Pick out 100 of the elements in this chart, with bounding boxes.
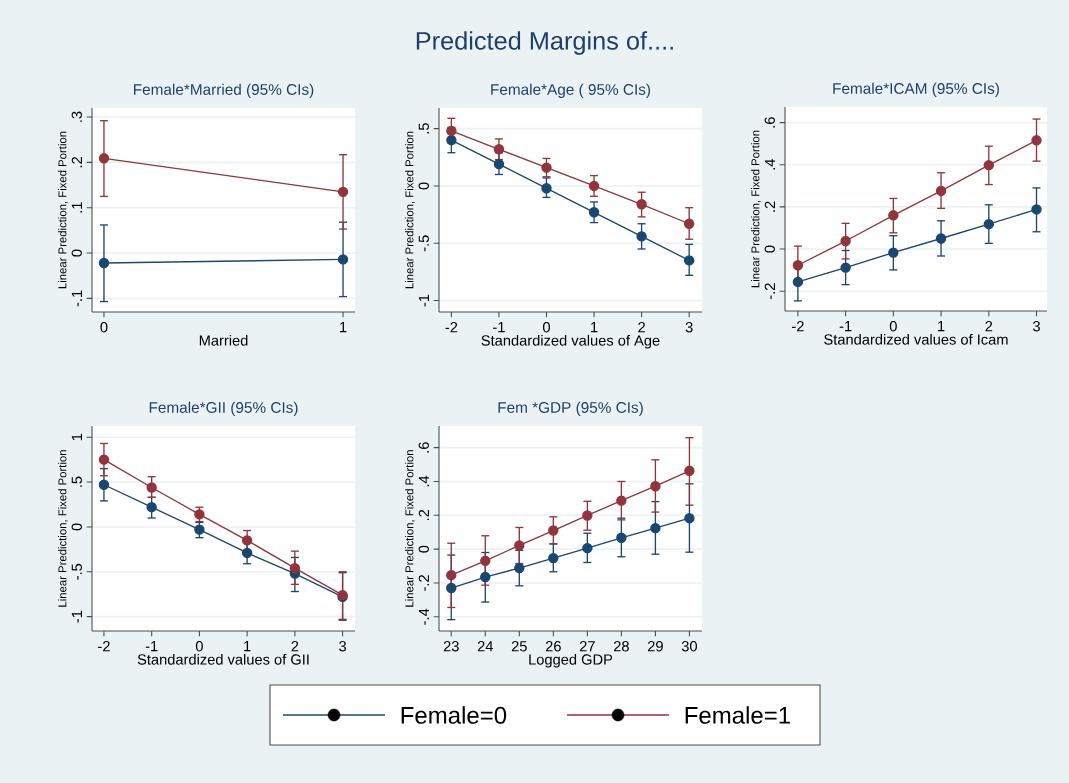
point bbox=[98, 454, 110, 465]
y-tick-label: .2 bbox=[71, 157, 82, 168]
y-tick-label: -1 bbox=[71, 610, 82, 623]
y-tick-label: -.5 bbox=[71, 563, 82, 580]
y-tick-label: 0 bbox=[71, 249, 82, 257]
point bbox=[888, 247, 899, 258]
chart-title: Female*GII (95% CIs) bbox=[149, 401, 298, 416]
x-axis-title: Standardized values of Icam bbox=[824, 333, 1008, 345]
point bbox=[541, 162, 552, 173]
point bbox=[337, 186, 349, 198]
text: Predicted Margins of.... bbox=[416, 31, 673, 55]
x-axis-title: Standardized values of GII bbox=[137, 653, 309, 665]
point bbox=[446, 582, 457, 594]
y-tick-label: 0 bbox=[418, 182, 429, 190]
chart-title: Female*Married (95% CIs) bbox=[134, 83, 314, 98]
point bbox=[588, 180, 600, 192]
x-axis-title: Married bbox=[199, 334, 248, 346]
x-tick-label: 30 bbox=[681, 641, 697, 652]
y-tick-label: 0 bbox=[71, 523, 82, 531]
chart-title: Female*Age ( 95% CIs) bbox=[491, 83, 651, 98]
y-tick-label: .5 bbox=[418, 123, 429, 134]
legend-label: Female=1 bbox=[685, 706, 790, 724]
y-axis-title: Linear Prediction, Fixed Portion bbox=[751, 130, 761, 288]
x-tick-label: 1 bbox=[591, 322, 598, 333]
point bbox=[840, 235, 851, 247]
point bbox=[493, 144, 505, 155]
x-tick-label: 2 bbox=[985, 321, 993, 332]
point bbox=[616, 532, 627, 543]
point bbox=[514, 540, 525, 551]
x-tick-label: 23 bbox=[443, 641, 459, 652]
point bbox=[446, 569, 457, 581]
point bbox=[446, 125, 457, 137]
x-tick-label: 2 bbox=[291, 641, 299, 652]
point bbox=[582, 510, 593, 521]
point bbox=[683, 255, 695, 266]
x-axis-title: Standardized values of Age bbox=[481, 334, 660, 349]
point bbox=[792, 276, 804, 288]
legend-label: Female=0 bbox=[401, 706, 507, 724]
x-tick-label: 0 bbox=[889, 321, 897, 332]
chart-title: Fem *GDP (95% CIs) bbox=[498, 401, 643, 416]
x-tick-label: 1 bbox=[244, 641, 251, 652]
x-tick-label: 0 bbox=[195, 641, 203, 652]
x-tick-label: 2 bbox=[638, 322, 645, 333]
y-tick-label: -.2 bbox=[764, 283, 775, 300]
point bbox=[636, 231, 647, 242]
x-tick-label: 29 bbox=[647, 641, 663, 652]
point bbox=[514, 562, 525, 574]
y-tick-label: -1 bbox=[418, 294, 429, 307]
y-tick-label: .1 bbox=[71, 202, 82, 213]
x-tick-label: 1 bbox=[340, 322, 347, 333]
point bbox=[792, 260, 804, 271]
y-axis-title: Linear Prediction, Fixed Portion bbox=[405, 450, 415, 607]
y-tick-label: .6 bbox=[764, 117, 775, 128]
point bbox=[480, 571, 491, 583]
y-tick-label: -.2 bbox=[418, 575, 429, 591]
point bbox=[480, 555, 491, 567]
x-tick-label: 3 bbox=[1033, 321, 1040, 332]
point bbox=[684, 512, 695, 524]
y-axis-title: Linear Prediction, Fixed Portion bbox=[58, 450, 68, 607]
x-tick-label: 1 bbox=[938, 321, 945, 332]
point bbox=[446, 134, 457, 146]
y-tick-label: .6 bbox=[418, 442, 429, 453]
x-tick-label: 24 bbox=[477, 641, 493, 652]
point bbox=[650, 522, 661, 534]
x-tick-label: -1 bbox=[493, 322, 505, 333]
point bbox=[684, 465, 695, 477]
y-tick-label: .2 bbox=[764, 201, 775, 212]
point bbox=[650, 481, 661, 492]
point bbox=[98, 479, 110, 490]
y-tick-label: -.5 bbox=[418, 235, 429, 252]
point bbox=[935, 185, 947, 197]
y-tick-label: 0 bbox=[764, 245, 775, 253]
y-axis-title: Linear Prediction, Fixed Portion bbox=[58, 131, 68, 289]
y-tick-label: 0 bbox=[418, 545, 429, 553]
y-tick-label: .4 bbox=[418, 475, 429, 487]
x-tick-label: -1 bbox=[839, 321, 852, 332]
point bbox=[146, 501, 157, 513]
point bbox=[636, 199, 647, 210]
y-axis-title: Linear Prediction, Fixed Portion bbox=[405, 131, 415, 289]
point bbox=[289, 562, 301, 574]
point bbox=[241, 547, 253, 559]
chart-title: Female*ICAM (95% CIs) bbox=[833, 82, 999, 97]
x-tick-label: 26 bbox=[545, 641, 561, 652]
x-tick-label: 25 bbox=[511, 641, 527, 652]
point bbox=[548, 525, 559, 536]
point bbox=[888, 210, 899, 221]
point bbox=[582, 542, 593, 554]
x-tick-label: 3 bbox=[685, 322, 693, 333]
y-tick-label: .3 bbox=[71, 111, 82, 122]
point bbox=[194, 524, 205, 535]
x-tick-label: -1 bbox=[145, 641, 158, 652]
point bbox=[146, 482, 157, 493]
x-tick-label: -2 bbox=[98, 641, 110, 652]
point bbox=[840, 262, 851, 273]
x-tick-label: 0 bbox=[100, 322, 108, 333]
y-tick-label: 1 bbox=[71, 433, 82, 441]
y-tick-label: .2 bbox=[418, 509, 429, 521]
point bbox=[983, 218, 994, 230]
x-tick-label: 3 bbox=[339, 641, 347, 652]
point bbox=[935, 233, 947, 244]
